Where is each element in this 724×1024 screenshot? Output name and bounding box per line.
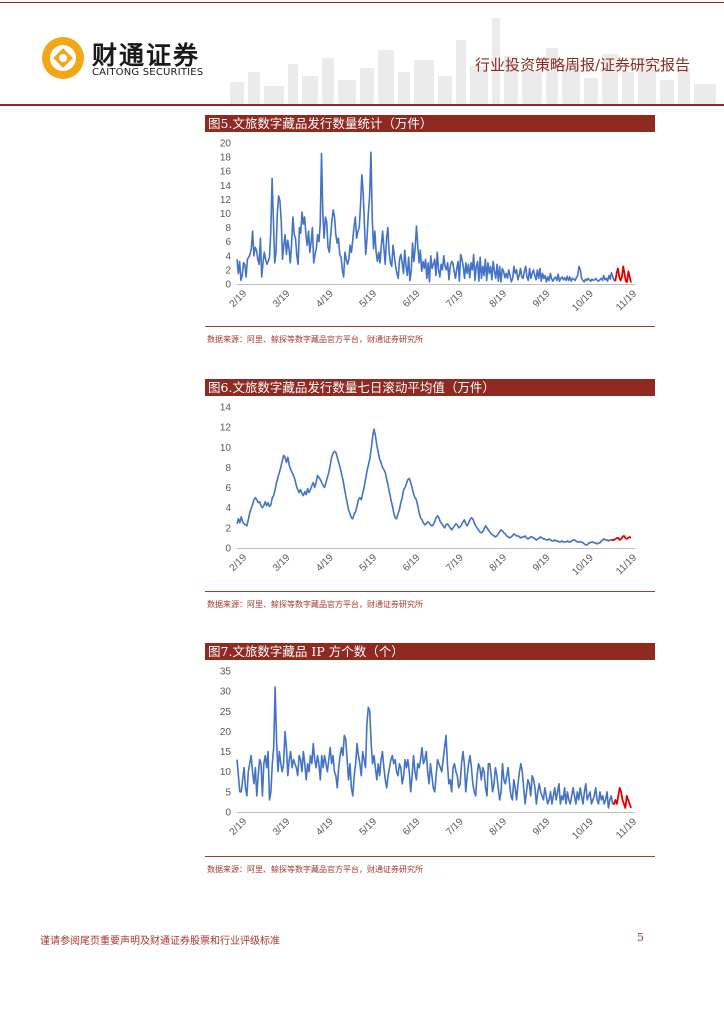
y-tick-label: 18 [220, 153, 232, 164]
x-tick-label: 9/19 [531, 288, 553, 310]
y-tick-label: 14 [220, 403, 232, 414]
x-tick-label: 11/19 [614, 816, 639, 841]
caitong-logo-icon [42, 37, 84, 79]
x-tick-label: 3/19 [271, 816, 293, 838]
y-tick-label: 2 [225, 265, 231, 276]
x-tick-label: 7/19 [444, 816, 466, 838]
x-tick-label: 2/19 [228, 288, 250, 310]
y-tick-label: 0 [225, 808, 231, 819]
y-tick-label: 15 [220, 747, 232, 758]
series-line-main [236, 686, 614, 809]
y-tick-label: 4 [225, 503, 231, 514]
y-tick-label: 2 [225, 523, 231, 534]
y-tick-label: 30 [220, 687, 232, 698]
x-tick-label: 8/19 [488, 552, 510, 574]
series-line-recent [612, 786, 632, 809]
figure-5-title: 图5.文旅数字藏品发行数量统计（万件） [205, 115, 655, 132]
y-tick-label: 4 [225, 251, 231, 262]
figure-5-chart: 0 2 4 6 8 10 12 14 16 18 20 2/19 3/19 4/19 5/19 6/19 7/1… [220, 139, 640, 314]
x-tick-label: 10/19 [570, 816, 596, 842]
x-tick-label: 6/19 [401, 288, 423, 310]
brand-name-cn: 财通证券 [92, 41, 201, 70]
series-line-main [236, 428, 612, 546]
x-tick-label: 2/19 [228, 816, 250, 838]
city-skyline-watermark [230, 18, 716, 104]
y-tick-label: 20 [220, 727, 232, 738]
x-tick-label: 7/19 [444, 288, 466, 310]
x-tick-label: 11/19 [614, 288, 639, 313]
y-tick-label: 20 [220, 139, 232, 150]
y-tick-label: 8 [225, 223, 231, 234]
figure-7-source: 数据来源：阿里、鲸探等数字藏品官方平台，财通证券研究所 [207, 865, 423, 874]
y-tick-label: 6 [225, 237, 231, 248]
y-tick-label: 35 [220, 667, 232, 678]
x-tick-label: 4/19 [314, 288, 336, 310]
brand-name-en: CAITONG SECURITIES [92, 67, 204, 78]
y-tick-label: 14 [220, 181, 232, 192]
figure-6-chart: 0 2 4 6 8 10 12 14 2/19 3/19 4/19 5/19 6/19 7/19 8/19 9… [220, 403, 640, 578]
header-top-rule [0, 2, 724, 3]
figure-7-title: 图7.文旅数字藏品 IP 方个数（个） [205, 643, 655, 660]
figure-6-divider [205, 591, 655, 592]
y-tick-label: 0 [225, 544, 231, 555]
x-tick-label: 5/19 [358, 552, 380, 574]
x-tick-label: 4/19 [314, 816, 336, 838]
x-tick-label: 3/19 [271, 288, 293, 310]
y-tick-label: 16 [220, 167, 232, 178]
x-tick-label: 5/19 [358, 288, 380, 310]
x-tick-label: 3/19 [271, 552, 293, 574]
series-line-recent [614, 265, 632, 283]
header-divider [0, 104, 724, 106]
x-tick-label: 8/19 [488, 816, 510, 838]
figure-6-title: 图6.文旅数字藏品发行数量七日滚动平均值（万件） [205, 379, 655, 396]
figure-7-chart: 0 5 10 15 20 25 30 35 2/19 3/19 4/19 5/19 6/19 7/19 8/… [220, 667, 640, 842]
figure-7-divider [205, 856, 655, 857]
series-line-main [236, 151, 615, 283]
report-title: 行业投资策略周报/证券研究报告 [474, 56, 690, 74]
y-tick-label: 10 [220, 443, 232, 454]
y-tick-label: 10 [220, 209, 232, 220]
y-tick-label: 5 [225, 787, 231, 798]
figure-6-source: 数据来源：阿里、鲸探等数字藏品官方平台，财通证券研究所 [207, 600, 423, 609]
y-tick-label: 10 [220, 767, 232, 778]
x-tick-label: 10/19 [570, 552, 596, 578]
y-tick-label: 8 [225, 463, 231, 474]
x-tick-label: 6/19 [401, 816, 423, 838]
y-tick-label: 12 [220, 423, 232, 434]
x-tick-label: 9/19 [531, 816, 553, 838]
page-number: 5 [637, 931, 644, 944]
y-tick-label: 25 [220, 707, 232, 718]
x-tick-label: 9/19 [531, 552, 553, 574]
x-tick-label: 2/19 [228, 552, 250, 574]
figure-5-divider [205, 326, 655, 327]
x-tick-label: 8/19 [488, 288, 510, 310]
x-tick-label: 4/19 [314, 552, 336, 574]
y-tick-label: 0 [225, 280, 231, 291]
figure-5-source: 数据来源：阿里、鲸探等数字藏品官方平台，财通证券研究所 [207, 335, 423, 344]
series-line-recent [611, 535, 632, 541]
x-tick-label: 7/19 [444, 552, 466, 574]
y-tick-label: 12 [220, 195, 232, 206]
x-tick-label: 10/19 [570, 288, 596, 314]
x-tick-label: 6/19 [401, 552, 423, 574]
x-tick-label: 11/19 [614, 552, 639, 577]
x-tick-label: 5/19 [358, 816, 380, 838]
footer-disclaimer: 谨请参阅尾页重要声明及财通证券股票和行业评级标准 [40, 936, 280, 947]
y-tick-label: 6 [225, 483, 231, 494]
report-header: 财通证券 CAITONG SECURITIES 行业投资策略周报/证券研究报告 [0, 0, 724, 108]
